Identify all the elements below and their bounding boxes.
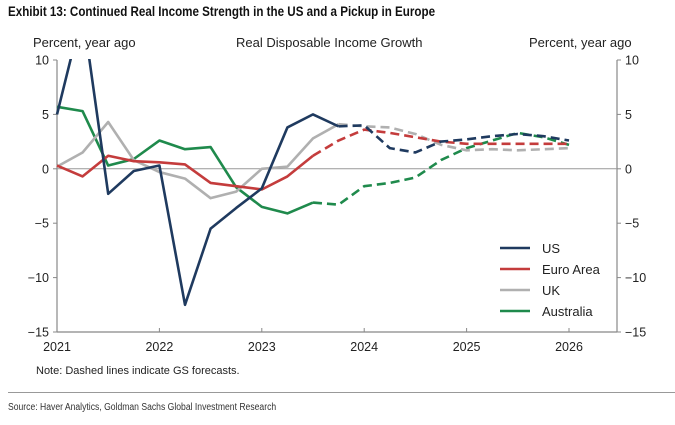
chart-title: Real Disposable Income Growth xyxy=(236,35,422,50)
y-tick-label-right: 10 xyxy=(625,54,639,68)
legend-label-uk: UK xyxy=(542,283,560,298)
x-tick-label: 2026 xyxy=(555,340,583,354)
source-note: Source: Haver Analytics, Goldman Sachs G… xyxy=(8,402,277,413)
y-tick-label-left: −5 xyxy=(35,217,49,231)
y-tick-label-left: 5 xyxy=(42,108,49,122)
x-tick-label: 2023 xyxy=(248,340,276,354)
y-tick-label-left: 10 xyxy=(35,54,49,68)
legend-label-australia: Australia xyxy=(542,304,593,319)
divider xyxy=(8,392,675,393)
exhibit-title: Exhibit 13: Continued Real Income Streng… xyxy=(8,4,436,19)
chart-note: Note: Dashed lines indicate GS forecasts… xyxy=(36,365,240,377)
y-tick-label-right: −10 xyxy=(625,271,646,285)
y-axis-label-left: Percent, year ago xyxy=(33,35,136,50)
y-tick-label-right: −5 xyxy=(625,217,639,231)
y-tick-label-right: 5 xyxy=(625,108,632,122)
y-tick-label-right: −15 xyxy=(625,326,646,340)
series-line-euro-area-forecast xyxy=(312,128,569,157)
x-tick-label: 2024 xyxy=(350,340,378,354)
y-tick-label-left: 0 xyxy=(42,162,49,176)
legend-label-us: US xyxy=(542,241,560,256)
y-axis-label-right: Percent, year ago xyxy=(529,35,632,50)
series-line-euro-area-actual xyxy=(56,154,314,191)
series-line-us-forecast xyxy=(338,123,570,154)
series-line-australia-actual xyxy=(56,105,314,215)
y-tick-label-left: −15 xyxy=(28,326,49,340)
x-tick-label: 2025 xyxy=(453,340,481,354)
legend-label-euro-area: Euro Area xyxy=(542,262,601,277)
y-tick-label-left: −10 xyxy=(28,271,49,285)
series-line-uk-forecast xyxy=(338,122,570,152)
y-tick-label-right: 0 xyxy=(625,162,632,176)
x-tick-label: 2021 xyxy=(43,340,71,354)
x-tick-label: 2022 xyxy=(145,340,173,354)
series-line-uk-actual xyxy=(56,120,340,200)
series-line-us-actual xyxy=(55,59,340,307)
